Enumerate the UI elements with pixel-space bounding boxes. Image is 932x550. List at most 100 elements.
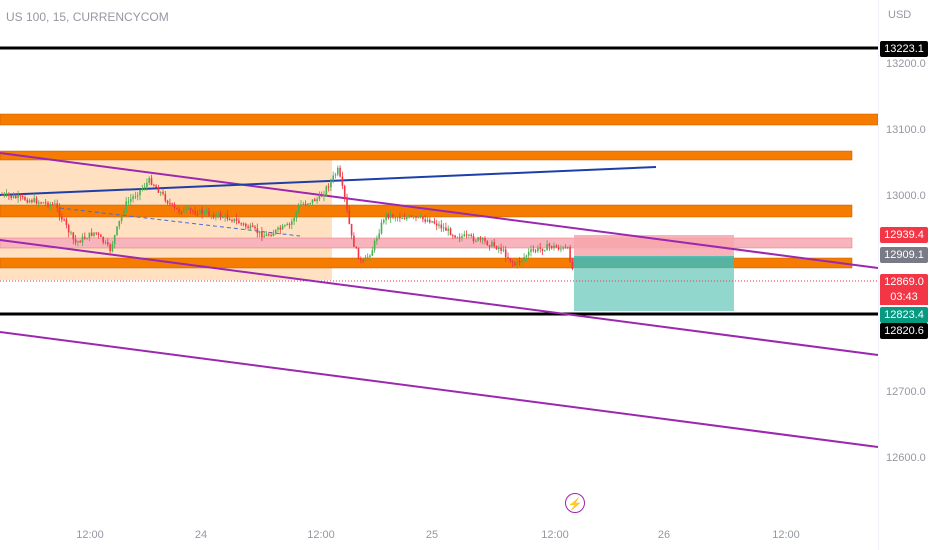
- candle-body: [176, 207, 178, 210]
- candle-body: [500, 247, 502, 251]
- candle-body: [56, 203, 58, 208]
- candle-body: [238, 220, 240, 224]
- candle-body: [314, 199, 316, 202]
- candle-body: [534, 250, 537, 252]
- candle-body: [288, 223, 291, 225]
- candle-body: [532, 249, 535, 251]
- candle-body: [527, 251, 530, 256]
- time-tick: 12:00: [541, 529, 569, 541]
- candle-body: [245, 223, 247, 227]
- candle-body: [192, 210, 194, 212]
- candle-body: [79, 241, 81, 243]
- candle-body: [452, 235, 454, 237]
- candle-body: [113, 235, 116, 245]
- candle-body: [277, 227, 279, 230]
- candle-body: [132, 196, 134, 199]
- symbol-title[interactable]: US 100, 15, CURRENCYCOM: [6, 10, 169, 24]
- channel-lower-line: [0, 331, 879, 448]
- candle-body: [357, 247, 360, 260]
- candle-body: [548, 243, 551, 247]
- time-tick: 12:00: [307, 529, 335, 541]
- candle-body: [320, 195, 323, 197]
- candle-body: [440, 224, 443, 229]
- candle-body: [81, 236, 84, 243]
- dashed-trendline: [59, 207, 301, 237]
- candle-body: [295, 211, 298, 218]
- candle-body: [222, 217, 224, 219]
- candle-body: [182, 209, 185, 213]
- candle-body: [431, 221, 433, 223]
- candle-body: [44, 202, 47, 204]
- candle-body: [304, 203, 307, 205]
- candle-body: [141, 188, 144, 190]
- candle-body: [417, 216, 420, 218]
- candle-body: [316, 198, 318, 202]
- candle-body: [63, 219, 65, 221]
- candle-body: [468, 234, 470, 236]
- candle-body: [100, 234, 102, 237]
- time-tick: 24: [194, 529, 208, 541]
- candle-body: [107, 242, 109, 245]
- candle-body: [383, 220, 385, 223]
- candle-body: [546, 243, 548, 251]
- candle-body: [380, 222, 383, 234]
- candle-body: [385, 213, 387, 221]
- candle-body: [42, 202, 45, 204]
- blue-trendline: [0, 166, 657, 196]
- resistance-zone: [0, 113, 879, 126]
- channel-middle-line: [0, 239, 879, 356]
- candle-body: [332, 175, 334, 181]
- candle-body: [111, 244, 114, 252]
- candle-body: [274, 229, 277, 234]
- candle-body: [157, 187, 160, 193]
- pink-level-band: [0, 237, 853, 249]
- candle-body: [438, 224, 440, 226]
- candle-body: [355, 246, 357, 248]
- candle-body: [164, 193, 167, 201]
- candle-body: [130, 198, 132, 202]
- candle-body: [72, 232, 75, 240]
- candle-body: [477, 237, 479, 241]
- candle-body: [139, 189, 141, 196]
- candle-body: [461, 236, 463, 239]
- candle-body: [571, 261, 574, 269]
- candle-body: [544, 250, 546, 252]
- candle-body: [231, 220, 233, 222]
- price-tick: 12700.0: [886, 386, 926, 398]
- candle-body: [265, 234, 268, 237]
- candle-body: [134, 196, 137, 198]
- candle-body: [194, 211, 196, 214]
- candle-body: [281, 225, 284, 230]
- candle-body: [337, 167, 339, 175]
- candle-body: [291, 221, 293, 225]
- lightning-icon[interactable]: ⚡: [565, 493, 585, 513]
- candle-body: [1, 195, 3, 196]
- candle-body: [507, 257, 509, 259]
- channel-upper-line: [0, 152, 879, 269]
- entry-price-badge: 12909.1: [880, 247, 928, 263]
- candle-body: [185, 208, 187, 210]
- candle-body: [511, 261, 514, 263]
- candle-body: [65, 219, 68, 225]
- candle-body: [318, 195, 321, 199]
- time-tick: 26: [657, 529, 671, 541]
- candle-body: [24, 196, 26, 201]
- target-price-badge: 12823.4: [880, 307, 928, 323]
- candle-body: [392, 214, 394, 218]
- candle-body: [376, 238, 378, 241]
- candle-body: [49, 204, 52, 207]
- candle-body: [224, 214, 226, 218]
- candle-body: [173, 204, 176, 208]
- currency-label[interactable]: USD: [888, 9, 912, 21]
- candle-body: [74, 239, 77, 243]
- lower-line-price-badge: 12820.6: [880, 323, 928, 339]
- candle-body: [493, 242, 495, 247]
- candle-body: [159, 192, 162, 194]
- candle-body: [169, 203, 171, 205]
- candle-body: [268, 234, 270, 236]
- candle-body: [408, 215, 410, 218]
- candle-body: [143, 186, 146, 189]
- price-tick: 12600.0: [886, 452, 926, 464]
